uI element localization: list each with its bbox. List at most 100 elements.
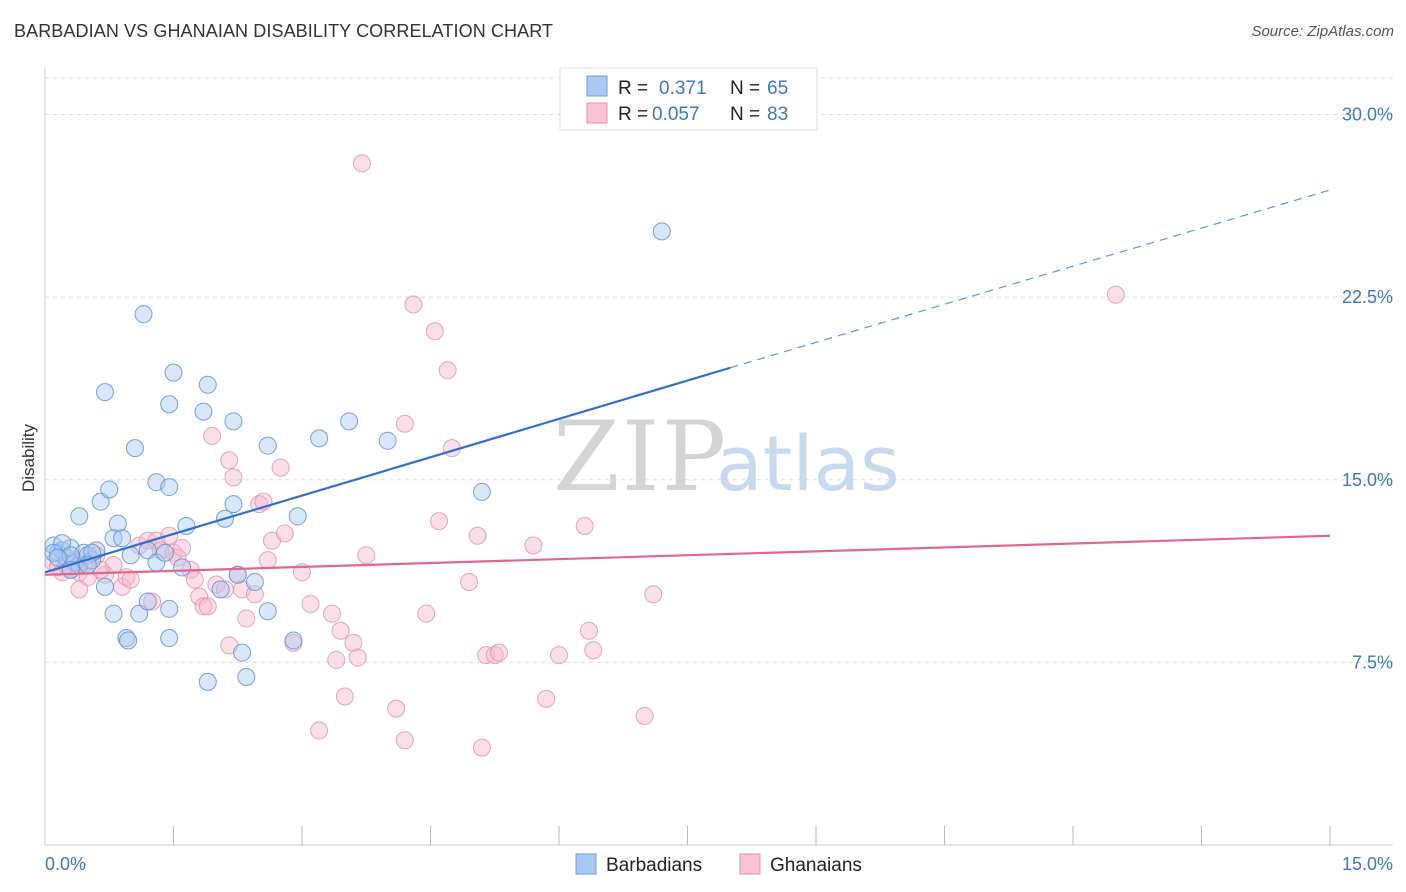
data-point-barbadians [160, 599, 179, 618]
legend-r-label-1: R = [618, 78, 648, 99]
x-tick-label-min: 0.0% [45, 854, 86, 874]
data-point-ghanaians [344, 633, 363, 652]
data-point-barbadians [228, 565, 247, 584]
data-point-ghanaians [395, 414, 414, 433]
data-point-ghanaians [322, 604, 341, 623]
data-point-ghanaians [524, 536, 543, 555]
y-axis-title: Disability [19, 423, 38, 492]
data-point-ghanaians [387, 699, 406, 718]
data-point-ghanaians [220, 451, 239, 470]
watermark-atlas: atlas [716, 419, 900, 508]
data-point-ghanaians [194, 597, 213, 616]
data-point-barbadians [134, 305, 153, 324]
data-point-barbadians [48, 548, 67, 567]
data-point-ghanaians [70, 580, 89, 599]
trend-line-ghanaians [44, 534, 1331, 576]
data-point-ghanaians [185, 570, 204, 589]
bottom-legend-label-barbadians: Barbadians [606, 855, 702, 876]
data-point-barbadians [70, 507, 89, 526]
data-point-ghanaians [644, 585, 663, 604]
data-point-ghanaians [198, 597, 217, 616]
y-tick-labels: 7.5% 15.0% 22.5% 30.0% [1342, 105, 1393, 673]
data-point-barbadians [173, 558, 192, 577]
data-point-ghanaians [425, 322, 444, 341]
data-point-ghanaians [335, 687, 354, 706]
y-tick-label: 15.0% [1342, 470, 1393, 490]
data-point-barbadians [224, 412, 243, 431]
data-point-barbadians [288, 507, 307, 526]
x-ticks [173, 826, 1331, 845]
data-point-barbadians [100, 480, 119, 499]
data-point-ghanaians [537, 689, 556, 708]
data-point-ghanaians [352, 154, 371, 173]
data-point-barbadians [211, 580, 230, 599]
data-point-barbadians [91, 492, 110, 511]
data-point-barbadians [125, 439, 144, 458]
series-ghanaians-points [44, 154, 1125, 757]
data-point-ghanaians [472, 738, 491, 757]
data-point-ghanaians [395, 731, 414, 750]
data-point-barbadians [258, 436, 277, 455]
data-point-barbadians [233, 643, 252, 662]
data-point-ghanaians [301, 594, 320, 613]
data-point-barbadians [224, 495, 243, 514]
data-point-ghanaians [331, 621, 350, 640]
data-point-ghanaians [357, 546, 376, 565]
data-point-barbadians [237, 667, 256, 686]
data-point-barbadians [284, 631, 303, 650]
data-point-barbadians [95, 577, 114, 596]
legend-r-label-2: R = [618, 104, 648, 125]
x-tick-label-max: 15.0% [1342, 854, 1393, 874]
data-point-barbadians [198, 672, 217, 691]
data-point-barbadians [113, 529, 132, 548]
y-tick-label: 7.5% [1352, 652, 1393, 672]
watermark-zip: ZIP [553, 401, 728, 513]
legend-n-value-2: 83 [767, 104, 788, 125]
data-point-ghanaians [579, 621, 598, 640]
data-point-ghanaians [203, 426, 222, 445]
legend-r-value-1: 0.371 [659, 78, 707, 99]
data-point-ghanaians [417, 604, 436, 623]
data-point-barbadians [155, 543, 174, 562]
axes [44, 68, 1393, 846]
data-point-barbadians [310, 429, 329, 448]
legend: R = 0.371 N = 65 R = 0.057 N = 83 [559, 67, 818, 131]
trend-line-barbadians-extension [730, 189, 1331, 369]
bottom-legend-swatch-ghanaians [739, 853, 761, 875]
y-tick-label: 30.0% [1342, 105, 1393, 125]
data-point-ghanaians [348, 648, 367, 667]
data-point-ghanaians [635, 706, 654, 725]
data-point-ghanaians [550, 646, 568, 665]
legend-n-label-1: N = [730, 78, 760, 99]
data-point-ghanaians [430, 512, 449, 531]
data-point-ghanaians [310, 721, 329, 740]
bottom-legend-swatch-barbadians [575, 853, 597, 875]
legend-swatch-ghanaians [586, 102, 608, 124]
y-tick-label: 22.5% [1342, 287, 1393, 307]
data-point-ghanaians [460, 573, 479, 592]
bottom-legend: Barbadians Ghanaians [575, 853, 862, 876]
data-point-barbadians [108, 514, 127, 533]
data-point-barbadians [119, 631, 138, 650]
data-point-barbadians [160, 629, 179, 648]
watermark: ZIP atlas [553, 401, 900, 513]
data-point-barbadians [95, 383, 114, 402]
data-point-barbadians [130, 604, 149, 623]
data-point-ghanaians [143, 592, 162, 611]
data-point-ghanaians [575, 517, 594, 536]
data-point-barbadians [194, 402, 213, 421]
data-point-ghanaians [258, 551, 277, 570]
data-point-barbadians [245, 573, 264, 592]
legend-n-label-2: N = [730, 104, 760, 125]
data-point-ghanaians [275, 524, 294, 543]
legend-r-value-2: 0.057 [652, 104, 700, 125]
data-point-barbadians [340, 412, 359, 431]
source-label: Source: ZipAtlas.com [1251, 23, 1394, 40]
legend-n-value-1: 65 [767, 78, 788, 99]
trend-line-barbadians [44, 366, 731, 574]
data-point-ghanaians [121, 570, 140, 589]
data-point-ghanaians [224, 468, 243, 487]
data-point-barbadians [198, 375, 217, 394]
data-point-barbadians [378, 431, 397, 450]
series-barbadians-points [44, 222, 671, 691]
